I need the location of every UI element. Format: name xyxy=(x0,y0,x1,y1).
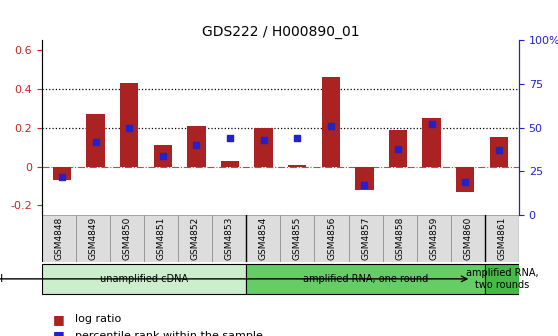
Point xyxy=(125,125,134,130)
Point xyxy=(360,183,369,188)
Bar xyxy=(451,215,485,262)
Text: GSM4857: GSM4857 xyxy=(361,217,370,260)
Text: amplified RNA, one round: amplified RNA, one round xyxy=(303,274,428,284)
Bar xyxy=(349,215,383,262)
Point xyxy=(91,139,100,144)
Text: unamplified cDNA: unamplified cDNA xyxy=(100,274,188,284)
Bar xyxy=(120,83,138,167)
Point xyxy=(259,137,268,142)
Point xyxy=(225,135,234,141)
Bar xyxy=(110,215,144,262)
Point xyxy=(427,122,436,127)
Point xyxy=(57,174,66,179)
Bar xyxy=(153,145,172,167)
Text: GSM4850: GSM4850 xyxy=(123,217,132,260)
Bar xyxy=(144,215,178,262)
Point xyxy=(293,135,302,141)
Bar xyxy=(221,161,239,167)
Text: GSM4856: GSM4856 xyxy=(327,217,336,260)
Bar xyxy=(212,215,246,262)
Point xyxy=(494,148,503,153)
Text: protocol: protocol xyxy=(0,274,3,284)
Bar xyxy=(383,215,417,262)
Text: GSM4849: GSM4849 xyxy=(89,217,98,260)
Text: amplified RNA,
two rounds: amplified RNA, two rounds xyxy=(465,268,538,290)
Point xyxy=(393,146,402,151)
Bar xyxy=(76,215,110,262)
Text: GSM4854: GSM4854 xyxy=(259,217,268,260)
Text: GSM4861: GSM4861 xyxy=(497,217,507,260)
Text: GSM4858: GSM4858 xyxy=(395,217,404,260)
Bar xyxy=(254,128,273,167)
Bar xyxy=(53,167,71,180)
Bar xyxy=(417,215,451,262)
Bar xyxy=(485,215,519,262)
Text: GSM4848: GSM4848 xyxy=(54,217,64,260)
Bar xyxy=(489,137,508,167)
Bar xyxy=(42,215,76,262)
Bar xyxy=(281,215,315,262)
Text: GSM4853: GSM4853 xyxy=(225,217,234,260)
Text: percentile rank within the sample: percentile rank within the sample xyxy=(75,331,263,336)
Bar xyxy=(178,215,212,262)
Text: GSM4859: GSM4859 xyxy=(429,217,438,260)
Bar xyxy=(315,215,349,262)
Text: GSM4852: GSM4852 xyxy=(191,217,200,260)
Bar xyxy=(86,114,105,167)
Bar xyxy=(288,165,306,167)
Text: ■: ■ xyxy=(53,330,65,336)
Text: log ratio: log ratio xyxy=(75,314,122,324)
Point xyxy=(326,123,335,129)
Bar xyxy=(246,215,281,262)
Bar xyxy=(485,264,519,294)
Text: GSM4855: GSM4855 xyxy=(293,217,302,260)
Bar xyxy=(246,264,485,294)
Text: GSM4851: GSM4851 xyxy=(157,217,166,260)
Bar xyxy=(456,167,474,192)
Bar xyxy=(389,130,407,167)
Text: ■: ■ xyxy=(53,313,65,326)
Bar xyxy=(355,167,374,190)
Point xyxy=(461,179,470,184)
Point xyxy=(158,153,167,158)
Bar xyxy=(42,264,246,294)
Bar xyxy=(187,126,206,167)
Bar xyxy=(321,77,340,167)
Bar xyxy=(422,118,441,167)
Title: GDS222 / H000890_01: GDS222 / H000890_01 xyxy=(201,25,359,39)
Text: GSM4860: GSM4860 xyxy=(463,217,472,260)
Point xyxy=(192,142,201,148)
